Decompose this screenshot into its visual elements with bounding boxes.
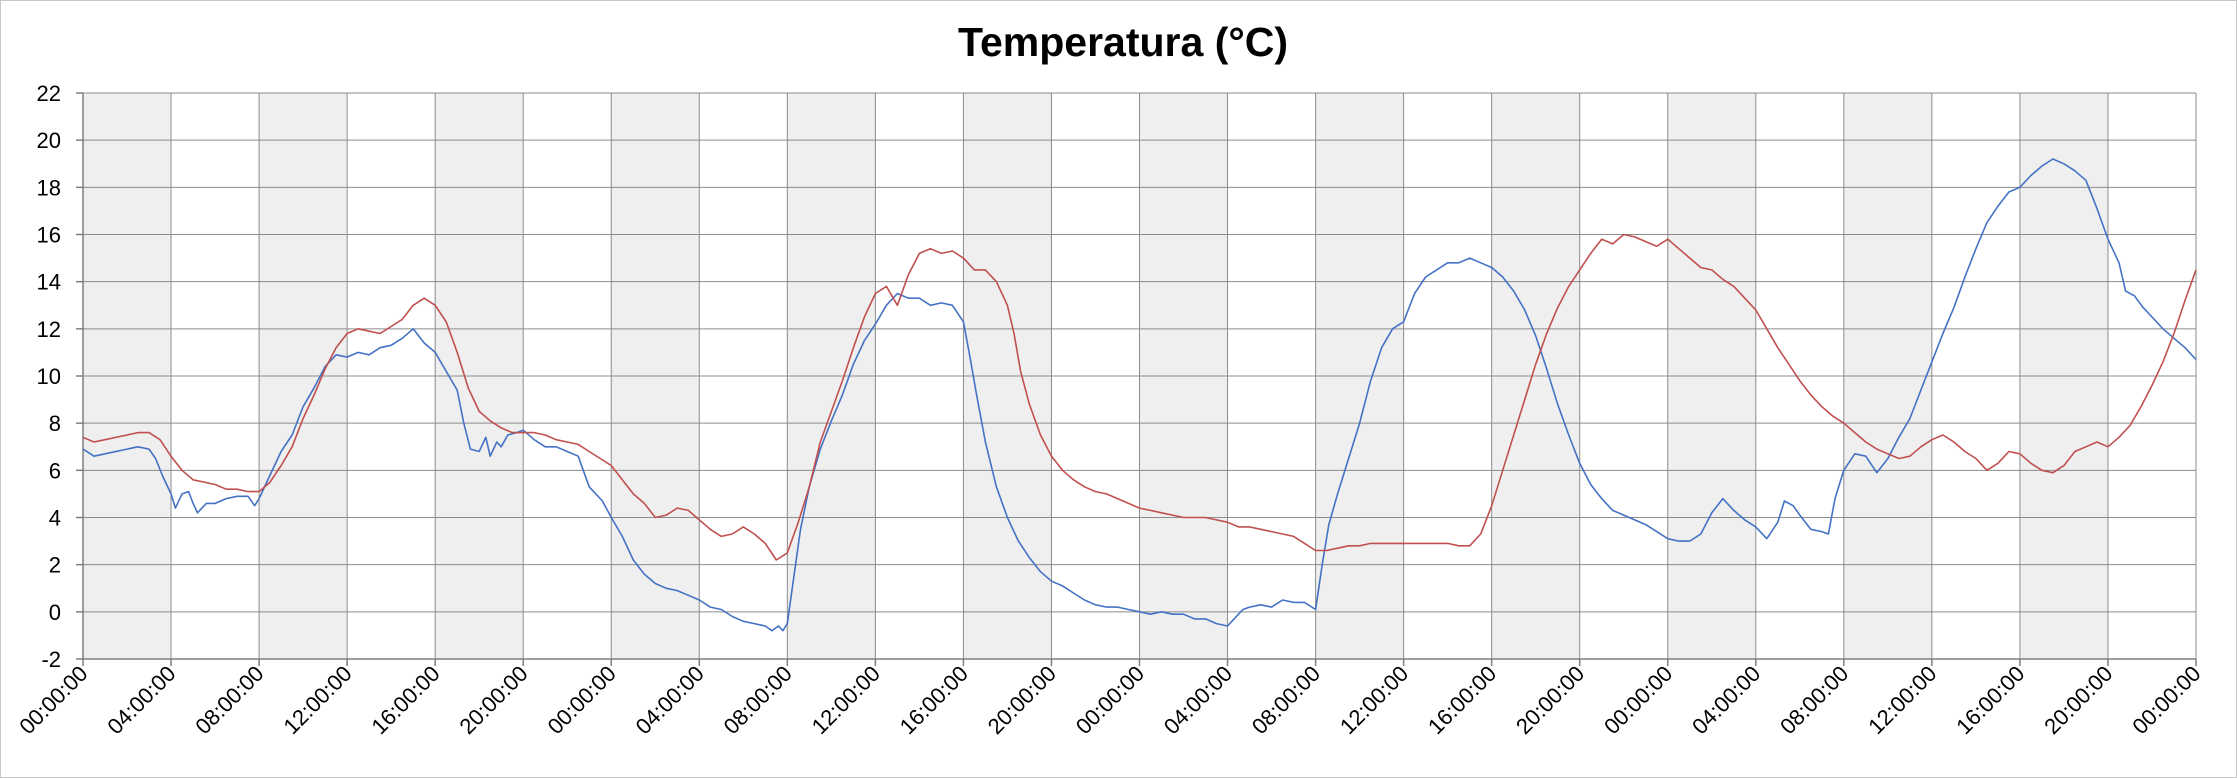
x-tick-label: 04:00:00 xyxy=(1687,661,1765,739)
series-line-1 xyxy=(82,158,2197,632)
x-tick-label: 20:00:00 xyxy=(983,661,1061,739)
x-tick-label: 12:00:00 xyxy=(807,661,885,739)
x-tick-label: 00:00:00 xyxy=(14,661,92,739)
x-tick-label: 04:00:00 xyxy=(631,661,709,739)
x-tick-label: 00:00:00 xyxy=(2127,661,2205,739)
y-tick-label: 6 xyxy=(49,458,61,483)
y-tick-label: 16 xyxy=(37,223,61,248)
y-tick-label: 14 xyxy=(37,270,61,295)
x-tick-label: 20:00:00 xyxy=(1511,661,1589,739)
y-tick-label: 10 xyxy=(37,364,61,389)
x-tick-label: 12:00:00 xyxy=(1335,661,1413,739)
x-tick-label: 08:00:00 xyxy=(1775,661,1853,739)
x-tick-label: 04:00:00 xyxy=(102,661,180,739)
x-axis: 00:00:00 04:00:00 08:00:00 12:00:00 16:00:00… xyxy=(14,659,2206,739)
x-tick-label: 08:00:00 xyxy=(719,661,797,739)
x-tick-label: 16:00:00 xyxy=(895,661,973,739)
y-axis: -2 0 2 4 6 8 10 12 14 16 18 20 22 xyxy=(37,81,83,672)
y-tick-label: 0 xyxy=(49,600,61,625)
y-tick-label: 8 xyxy=(49,411,61,436)
y-tick-label: 20 xyxy=(37,128,61,153)
series-layer xyxy=(82,158,2197,632)
x-tick-label: 12:00:00 xyxy=(278,661,356,739)
x-tick-label: 20:00:00 xyxy=(2039,661,2117,739)
x-tick-label: 00:00:00 xyxy=(1071,661,1149,739)
x-tick-label: 00:00:00 xyxy=(1599,661,1677,739)
x-tick-label: 00:00:00 xyxy=(543,661,621,739)
y-tick-label: 12 xyxy=(37,317,61,342)
x-tick-label: 04:00:00 xyxy=(1159,661,1237,739)
chart-title: Temperatura (°C) xyxy=(958,19,1288,65)
x-tick-label: 12:00:00 xyxy=(1863,661,1941,739)
x-tick-label: 08:00:00 xyxy=(1247,661,1325,739)
y-tick-label: 4 xyxy=(49,506,61,531)
y-tick-label: 22 xyxy=(37,81,61,106)
y-tick-label: 2 xyxy=(49,553,61,578)
x-tick-label: 16:00:00 xyxy=(1423,661,1501,739)
x-tick-label: 16:00:00 xyxy=(1951,661,2029,739)
x-tick-label: 16:00:00 xyxy=(366,661,444,739)
x-tick-label: 08:00:00 xyxy=(190,661,268,739)
x-tick-label: 20:00:00 xyxy=(455,661,533,739)
y-tick-label: 18 xyxy=(37,175,61,200)
y-tick-label: -2 xyxy=(41,647,61,672)
series-line-2 xyxy=(82,233,2197,561)
